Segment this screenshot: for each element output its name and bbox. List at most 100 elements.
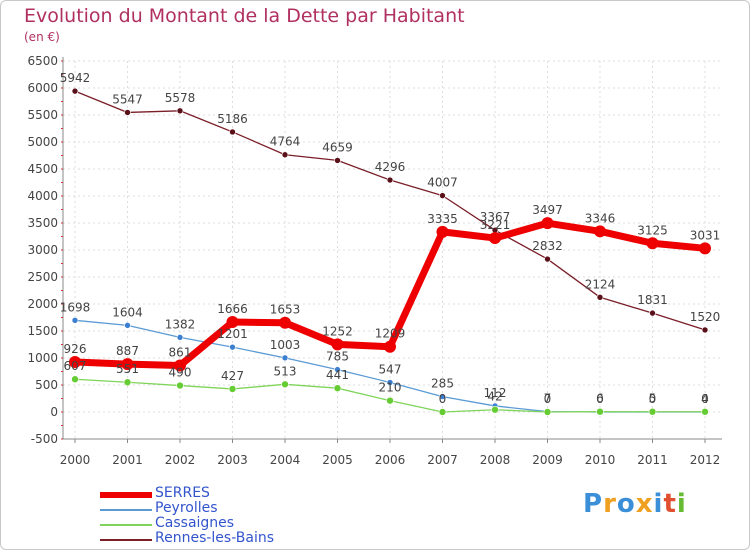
data-label-serres: 3346 (585, 211, 616, 225)
data-point-peyrolles (71, 317, 79, 324)
chart-subtitle: (en €) (24, 30, 60, 44)
legend-label-rennes-les-bains: Rennes-les-Bains (155, 530, 275, 546)
x-tick-label: 2004 (270, 453, 301, 467)
data-point-serres (489, 232, 501, 245)
data-point-serres (174, 359, 186, 372)
logo-letter: o (616, 489, 636, 519)
x-tick-label: 2002 (165, 453, 196, 467)
data-point-rennes-les-bains (176, 107, 184, 115)
data-label-serres: 1209 (375, 327, 406, 341)
data-label-cassaignes: 513 (274, 364, 297, 378)
data-point-serres (594, 225, 606, 238)
data-label-peyrolles: 7 (544, 392, 552, 406)
data-point-peyrolles (229, 343, 236, 351)
data-label-serres: 1252 (322, 324, 353, 338)
data-label-cassaignes: 0 (544, 392, 552, 406)
logo-letter: t (663, 489, 677, 519)
data-point-cassaignes (648, 407, 657, 416)
x-tick-label: 2007 (427, 453, 458, 467)
data-label-serres: 861 (169, 346, 192, 360)
data-point-cassaignes (228, 385, 237, 393)
data-label-cassaignes: 551 (116, 362, 139, 376)
data-label-rennes-les-bains: 4296 (375, 160, 406, 174)
data-point-cassaignes (701, 407, 709, 416)
y-tick-label: 3000 (27, 243, 58, 257)
data-point-serres (279, 316, 291, 329)
plot-area (63, 61, 722, 439)
x-tick-label: 2012 (690, 453, 721, 467)
data-label-peyrolles: 112 (484, 386, 507, 400)
data-point-cassaignes (333, 384, 342, 392)
data-point-serres (121, 358, 134, 371)
data-point-cassaignes (543, 408, 552, 416)
data-point-peyrolles (176, 334, 184, 341)
chart-title: Evolution du Montant de la Dette par Hab… (24, 5, 465, 27)
y-tick-label: 5500 (27, 108, 58, 122)
data-point-peyrolles (334, 366, 341, 373)
data-point-cassaignes (386, 396, 394, 405)
data-point-serres (436, 225, 449, 238)
x-tick-label: 2000 (60, 453, 91, 467)
data-label-rennes-les-bains: 5547 (112, 92, 143, 106)
logo-letter: i (676, 489, 687, 519)
data-point-serres (646, 237, 659, 250)
x-tick-label: 2009 (532, 453, 563, 467)
legend-swatch-serres (100, 492, 152, 498)
x-tick-label: 2006 (375, 453, 406, 467)
data-label-serres: 3031 (690, 228, 721, 242)
data-label-peyrolles: 1201 (217, 327, 248, 341)
legend-swatch-peyrolles (100, 509, 152, 511)
data-label-rennes-les-bains: 4007 (427, 176, 458, 190)
y-tick-label: 1500 (27, 324, 58, 338)
data-point-peyrolles (281, 354, 289, 362)
data-point-rennes-les-bains (334, 157, 341, 164)
data-label-serres: 3497 (532, 203, 563, 217)
data-label-peyrolles: 1382 (165, 317, 196, 331)
data-label-cassaignes: 5 (649, 392, 657, 406)
data-label-peyrolles: 785 (326, 350, 349, 364)
y-tick-label: 4000 (27, 189, 58, 203)
data-label-cassaignes: 6 (596, 392, 604, 406)
x-tick-label: 2008 (480, 453, 511, 467)
data-point-peyrolles (439, 393, 446, 400)
data-point-cassaignes (596, 407, 604, 416)
data-label-rennes-les-bains: 5942 (60, 71, 91, 85)
data-label-peyrolles: 0 (701, 392, 709, 406)
data-point-serres (69, 355, 81, 368)
data-point-rennes-les-bains (596, 294, 604, 301)
proxiti-logo: Proxiti (583, 489, 687, 519)
data-label-cassaignes: 441 (326, 368, 349, 382)
data-label-cassaignes: 210 (379, 381, 402, 395)
data-point-serres (226, 316, 239, 329)
data-point-serres (699, 242, 711, 255)
x-tick-label: 2005 (322, 453, 353, 467)
x-tick-label: 2010 (585, 453, 616, 467)
y-tick-label: 3500 (27, 216, 58, 230)
data-label-peyrolles: 1604 (112, 305, 143, 319)
logo-letter: P (583, 489, 604, 519)
legend-label-serres: SERRES (155, 485, 210, 501)
data-point-rennes-les-bains (649, 309, 656, 317)
x-tick-label: 2011 (637, 453, 668, 467)
data-label-rennes-les-bains: 1520 (690, 310, 721, 324)
y-tick-label: 6500 (27, 54, 58, 68)
data-point-rennes-les-bains (439, 192, 446, 199)
data-label-cassaignes: 0 (439, 392, 447, 406)
y-tick-label: -500 (31, 432, 58, 446)
data-label-rennes-les-bains: 4764 (270, 135, 301, 149)
logo-letter: r (603, 489, 617, 519)
data-point-cassaignes (176, 381, 184, 390)
data-point-rennes-les-bains (544, 255, 551, 263)
data-label-peyrolles: 0 (596, 392, 604, 406)
y-tick-label: 5000 (27, 135, 58, 149)
data-point-peyrolles (386, 379, 394, 386)
logo-letter: x (635, 489, 654, 519)
data-point-serres (541, 217, 554, 230)
logo-letter: i (653, 489, 664, 519)
data-label-rennes-les-bains: 5578 (165, 91, 196, 105)
data-point-cassaignes (123, 378, 132, 387)
data-label-rennes-les-bains: 5186 (217, 112, 248, 126)
data-point-peyrolles (124, 322, 131, 329)
y-tick-label: 4500 (27, 162, 58, 176)
data-point-cassaignes (491, 405, 499, 414)
